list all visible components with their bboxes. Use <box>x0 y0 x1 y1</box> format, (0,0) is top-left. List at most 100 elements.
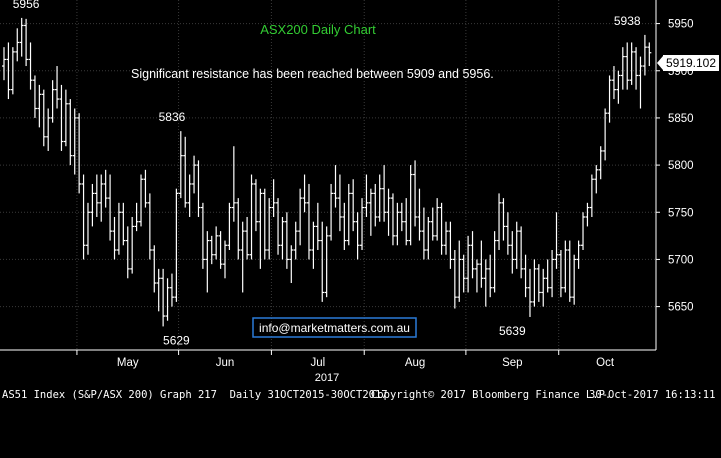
ohlc-bar <box>324 226 329 298</box>
ohlc-bar <box>147 193 152 260</box>
ohlc-bar <box>452 250 457 309</box>
ohlc-bar <box>554 212 559 269</box>
ohlc-bar <box>589 174 594 217</box>
ohlc-bar <box>59 84 64 151</box>
ohlc-bar <box>209 235 214 265</box>
ohlc-bar <box>444 221 448 255</box>
ohlc-bar <box>50 80 55 123</box>
ohlc-bar <box>457 240 462 302</box>
ohlc-bar <box>152 245 157 293</box>
grid-lines <box>0 0 656 350</box>
ohlc-bar <box>2 47 6 81</box>
ohlc-bar <box>576 240 581 269</box>
ohlc-bar <box>421 207 426 260</box>
x-tick-label: Sep <box>502 357 522 369</box>
ohlc-bar <box>532 259 537 307</box>
ohlc-bar <box>99 174 104 222</box>
ohlc-bar <box>24 18 29 67</box>
chart-title: ASX200 Daily Chart <box>260 22 376 37</box>
ohlc-bar <box>112 216 117 260</box>
ohlc-bar <box>15 28 20 62</box>
ohlc-bar <box>558 250 563 298</box>
ohlc-bar <box>311 221 316 269</box>
ohlc-bar <box>178 131 183 199</box>
ohlc-bar <box>267 198 272 260</box>
ohlc-bar <box>94 174 99 217</box>
ohlc-bar <box>293 221 298 260</box>
ohlc-bar <box>139 174 144 227</box>
ohlc-bar <box>351 179 356 232</box>
ohlc-bar <box>196 160 201 217</box>
ohlc-bar <box>169 273 174 307</box>
resistance-annotation: Significant resistance has been reached … <box>131 67 494 81</box>
ohlc-bar <box>479 240 484 288</box>
price-label: 5629 <box>163 333 190 347</box>
ohlc-bar <box>245 216 250 260</box>
x-tick-label: Jul <box>310 357 325 369</box>
ohlc-bar <box>280 216 285 260</box>
ohlc-bar <box>408 165 413 246</box>
ohlc-bar <box>364 174 369 217</box>
ohlc-bar <box>585 202 590 227</box>
ohlc-bar <box>240 221 245 293</box>
ohlc-bar <box>121 202 126 246</box>
ohlc-bar <box>413 160 418 227</box>
ohlc-bar <box>501 198 506 241</box>
ohlc-bar <box>223 240 227 279</box>
ohlc-bar <box>289 245 294 284</box>
ohlc-bar <box>55 66 60 109</box>
ohlc-bar <box>187 174 192 217</box>
ohlc-bar <box>320 221 325 302</box>
ohlc-bar <box>103 169 108 208</box>
email-box <box>252 317 417 338</box>
ohlc-bar <box>541 268 546 307</box>
ohlc-bar <box>333 165 338 208</box>
year-label: 2017 <box>315 372 339 384</box>
ohlc-bar <box>386 188 391 236</box>
ohlc-bar <box>337 174 342 232</box>
x-tick-label: Jun <box>216 357 235 369</box>
ohlc-bar <box>430 207 435 241</box>
ohlc-bar <box>218 231 223 269</box>
ohlc-bar <box>231 146 236 222</box>
ohlc-bar <box>377 174 382 222</box>
footer-timestamp: 30-Oct-2017 16:13:11 <box>589 389 716 401</box>
ohlc-bar <box>81 174 86 260</box>
ohlc-bar <box>156 268 161 312</box>
ohlc-bar <box>470 231 475 279</box>
ohlc-bar <box>63 89 68 147</box>
y-tick-label: 5850 <box>668 113 694 125</box>
ohlc-bar <box>567 240 572 302</box>
ohlc-bar <box>10 47 15 95</box>
ohlc-bar <box>183 136 188 208</box>
ohlc-bar <box>417 188 422 241</box>
ohlc-bar <box>629 42 634 85</box>
email-link[interactable]: info@marketmatters.com.au <box>259 321 410 335</box>
ohlc-bar <box>395 202 400 246</box>
ohlc-bar <box>28 42 33 90</box>
price-label: 5836 <box>159 110 186 124</box>
ohlc-bar <box>634 47 639 90</box>
ohlc-bar <box>550 250 555 298</box>
ohlc-bar <box>258 188 263 269</box>
ohlc-bar <box>108 174 113 241</box>
ohlc-bar <box>85 202 90 255</box>
ohlc-bar <box>483 259 488 307</box>
ohlc-bar <box>271 179 276 217</box>
ohlc-bar <box>492 231 497 293</box>
ohlc-bar <box>262 188 267 260</box>
ohlc-bar <box>647 42 652 67</box>
x-tick-label: May <box>117 357 139 369</box>
ohlc-bar <box>642 34 647 76</box>
footer-copyright: Copyright© 2017 Bloomberg Finance L.P. <box>371 389 612 401</box>
ohlc-bar <box>607 75 612 123</box>
ohlc-bar <box>284 212 289 269</box>
price-label: 5639 <box>499 324 526 338</box>
ohlc-bar <box>382 165 387 222</box>
ohlc-bar <box>616 70 621 104</box>
ohlc-bar <box>37 84 42 128</box>
ohlc-bar <box>143 169 148 208</box>
ohlc-bar <box>346 183 351 246</box>
